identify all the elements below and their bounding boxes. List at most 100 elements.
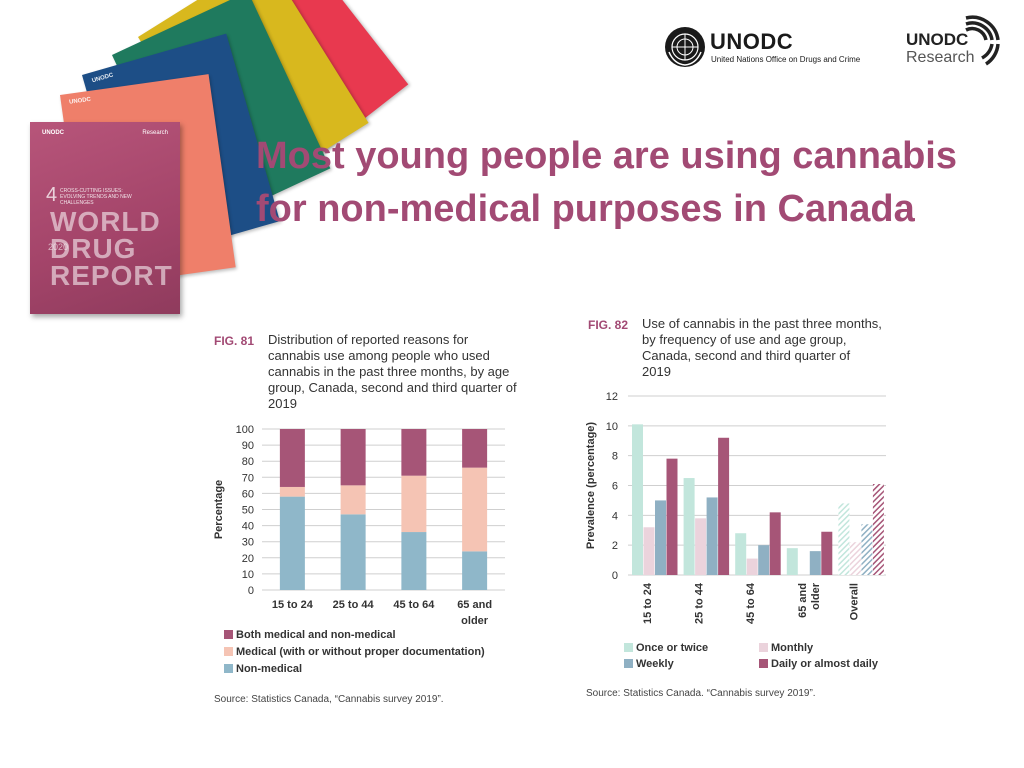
bar: [695, 518, 707, 575]
unodc-research-logo: UNODC Research: [904, 12, 1004, 68]
legend-swatch: [759, 659, 768, 668]
y-tick-label: 100: [236, 424, 254, 436]
legend-swatch: [624, 643, 633, 652]
bar-segment: [279, 429, 305, 487]
fig82-legend-item: Monthly: [759, 642, 813, 654]
x-tick-label: 65 and: [457, 599, 492, 611]
bar: [838, 503, 850, 575]
y-tick-label: 40: [242, 521, 254, 533]
cover-research-logo: Research: [142, 130, 168, 136]
legend-swatch: [759, 643, 768, 652]
y-tick-label: 90: [242, 440, 254, 452]
bar-segment: [340, 429, 366, 486]
legend-label: Non-medical: [236, 663, 303, 675]
legend-label: Medical (with or without proper document…: [236, 646, 485, 658]
fig82-legend-item: Daily or almost daily: [759, 658, 878, 670]
bar: [809, 551, 821, 575]
bar-segment: [279, 496, 305, 590]
legend-label: Once or twice: [636, 642, 709, 654]
bar: [718, 437, 730, 575]
fig81-chart: 0 10 20 30 40 50 60 70 80 90 100 Percentage 15 to 24…: [213, 424, 505, 627]
slide-title: Most young people are using cannabis for…: [256, 135, 957, 230]
legend-swatch: [224, 664, 233, 673]
fig81-legend-item: Non-medical: [224, 663, 302, 675]
bar-segment: [462, 467, 488, 552]
x-tick-label: older: [461, 615, 489, 627]
x-tick-label: 65 and: [797, 583, 809, 618]
y-tick-label: 30: [242, 537, 254, 549]
y-tick-label: 6: [612, 481, 618, 493]
legend-swatch: [224, 647, 233, 656]
fig81-number: FIG. 81: [214, 334, 255, 348]
bar-segment: [401, 532, 427, 590]
fig81-caption: Distribution of reported reasons for can…: [268, 332, 517, 411]
x-tick-label: 15 to 24: [642, 582, 654, 624]
un-emblem-icon: [665, 27, 705, 67]
unodc-logo-name: UNODC: [710, 29, 794, 54]
x-tick-label: 45 to 64: [393, 599, 435, 611]
y-tick-label: 4: [612, 510, 618, 522]
bar-segment: [340, 485, 366, 515]
bar-segment: [279, 486, 305, 497]
research-logo-name: UNODC: [906, 30, 969, 49]
bar: [746, 558, 758, 575]
report-covers-image: UNODC UNODC UNODC Research 4 CROSS-CUTTI…: [20, 0, 409, 325]
bar: [683, 478, 695, 575]
cover-unodc-logo: UNODC: [42, 130, 64, 136]
x-tick-label: 25 to 44: [694, 582, 706, 624]
bar: [632, 424, 643, 575]
research-logo-subtitle: Research: [906, 49, 975, 66]
unodc-logo: UNODC United Nations Office on Drugs and…: [664, 26, 874, 68]
cover-year: 2020: [48, 242, 69, 252]
bar: [666, 458, 678, 575]
legend-swatch: [624, 659, 633, 668]
legend-label: Both medical and non-medical: [236, 629, 396, 641]
fig82-number: FIG. 82: [588, 318, 629, 332]
bar: [861, 524, 873, 575]
y-tick-label: 0: [248, 585, 254, 597]
legend-label: Daily or almost daily: [771, 658, 878, 670]
bar-segment: [340, 514, 366, 590]
y-tick-label: 2: [612, 540, 618, 552]
bar: [758, 545, 770, 575]
legend-swatch: [224, 630, 233, 639]
x-tick-label: 45 to 64: [745, 582, 757, 624]
bar: [643, 527, 655, 575]
legend-label: Weekly: [636, 658, 674, 670]
bar-segment: [462, 551, 488, 590]
x-tick-label: Overall: [848, 583, 860, 620]
cover-booklet-subtitle: CROSS-CUTTING ISSUES: EVOLVING TRENDS AN…: [60, 188, 132, 206]
y-tick-label: 10: [242, 569, 254, 581]
bar: [821, 531, 833, 575]
cover-org-label: UNODC: [91, 72, 115, 85]
bar-segment: [401, 429, 427, 476]
x-tick-label: 15 to 24: [272, 599, 314, 611]
y-tick-label: 10: [606, 421, 618, 433]
fig81-legend-item: Medical (with or without proper document…: [224, 646, 485, 658]
bar: [655, 500, 666, 575]
y-tick-label: 0: [612, 570, 618, 582]
y-tick-label: 60: [242, 488, 254, 500]
legend-label: Monthly: [771, 642, 814, 654]
cover-title: WORLD DRUG REPORT: [50, 206, 173, 291]
cover-booklet-number: 4: [46, 184, 58, 206]
bar-segment: [401, 475, 427, 533]
bar: [786, 548, 798, 575]
bar: [849, 542, 861, 575]
research-arcs-icon: [965, 15, 1000, 66]
fig81-legend-item: Both medical and non-medical: [224, 629, 396, 641]
x-tick-label: 25 to 44: [333, 599, 375, 611]
cover-org-label: UNODC: [68, 96, 92, 106]
bar: [735, 533, 747, 575]
unodc-logo-subtitle: United Nations Office on Drugs and Crime: [711, 55, 861, 64]
fig81-source: Source: Statistics Canada, “Cannabis sur…: [214, 694, 444, 705]
y-tick-label: 70: [242, 472, 254, 484]
bar: [706, 497, 718, 575]
y-tick-label: 80: [242, 456, 254, 468]
y-tick-label: 12: [606, 391, 618, 403]
fig82-caption: Use of cannabis in the past three months…: [642, 316, 882, 379]
fig82-legend-item: Weekly: [624, 658, 674, 670]
y-tick-label: 50: [242, 505, 254, 517]
y-axis-label: Prevalence (percentage): [585, 422, 597, 550]
y-axis-label: Percentage: [213, 480, 225, 539]
